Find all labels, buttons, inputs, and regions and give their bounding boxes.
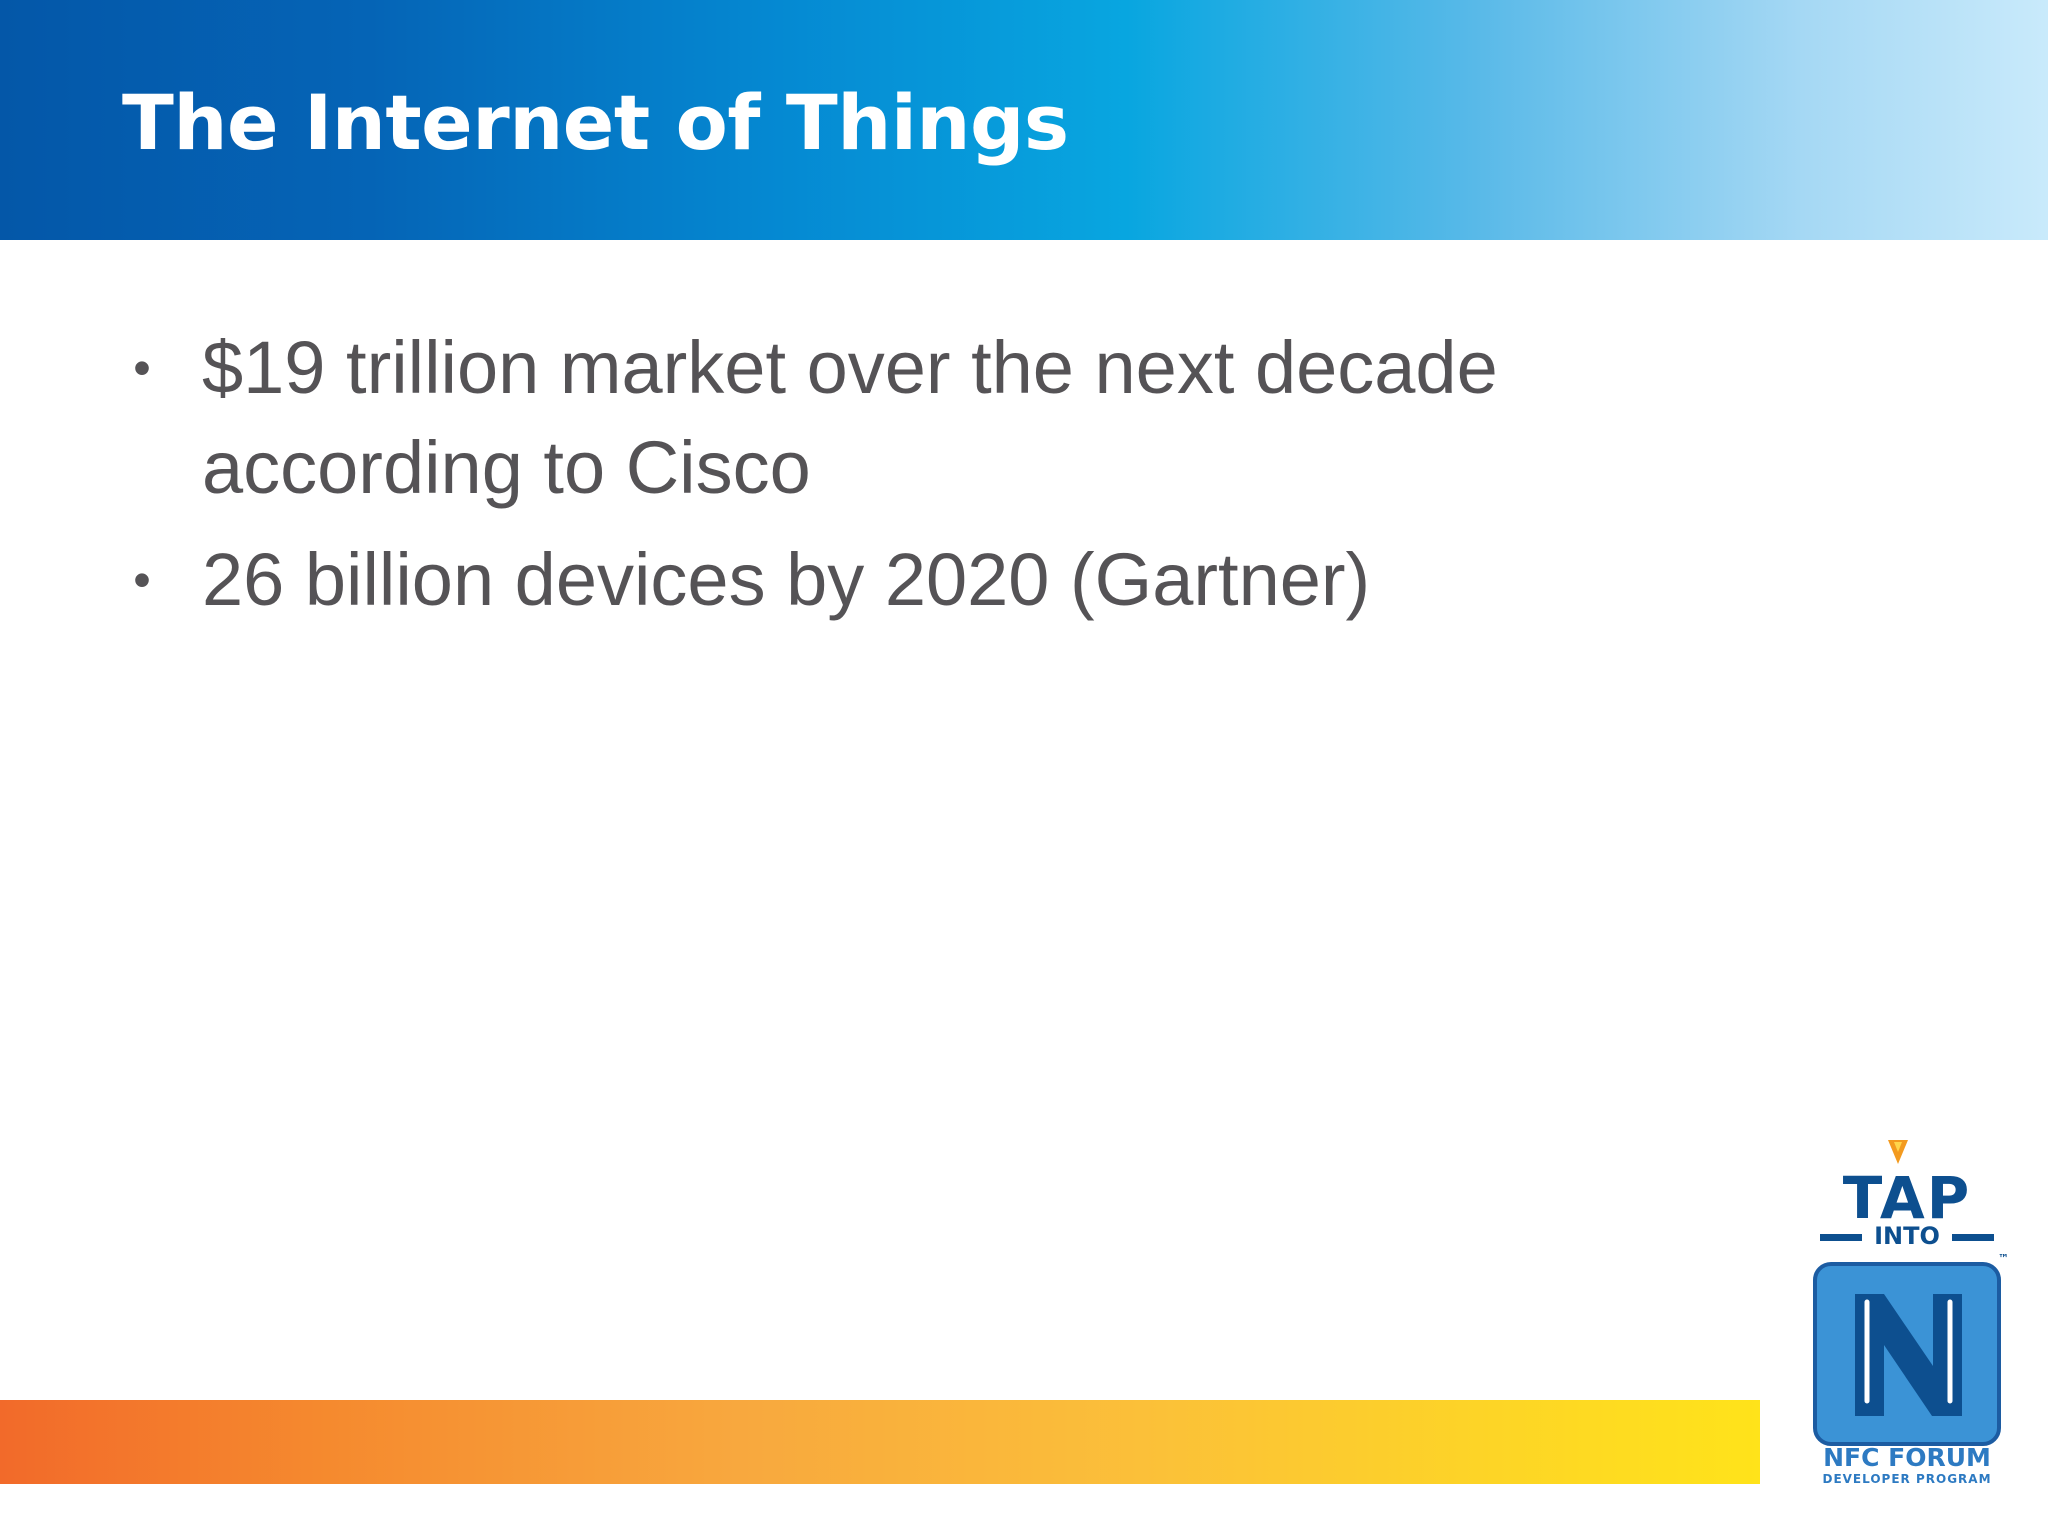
logo-n-highlight (1864, 1299, 1953, 1404)
bullet-text: 26 billion devices by 2020 (Gartner) (202, 538, 1371, 621)
logo-nfc-forum-text: NFC FORUM (1823, 1443, 1991, 1472)
logo-into-text: INTO (1874, 1222, 1940, 1250)
bullet-dot-icon: • (133, 552, 151, 608)
bullet-list: • $19 trillion market over the next deca… (122, 318, 1772, 642)
header-band (0, 0, 2048, 240)
logo-developer-program-text: DEVELOPER PROGRAM (1822, 1472, 1991, 1486)
logo-n-mark (1855, 1294, 1962, 1416)
logo-trademark-text: ™ (1998, 1252, 2009, 1265)
bullet-dot-icon: • (133, 340, 151, 396)
slide-title: The Internet of Things (122, 78, 1069, 167)
bullet-item: • $19 trillion market over the next deca… (122, 318, 1772, 518)
logo-left-bar (1820, 1234, 1862, 1241)
tap-into-nfc-logo: TAP INTO ™ NFC FORUM DEVELOPER PROGRAM (1800, 1140, 2014, 1488)
bullet-text: $19 trillion market over the next decade… (202, 326, 1498, 509)
logo-right-bar (1952, 1234, 1994, 1241)
nfc-forum-logo-icon: TAP INTO ™ NFC FORUM DEVELOPER PROGRAM (1813, 1140, 2009, 1486)
footer-band (0, 1400, 1760, 1484)
logo-tap-text: TAP (1843, 1164, 1971, 1232)
logo-yellow-triangle-icon (1894, 1142, 1902, 1152)
bullet-item: • 26 billion devices by 2020 (Gartner) (122, 530, 1772, 630)
